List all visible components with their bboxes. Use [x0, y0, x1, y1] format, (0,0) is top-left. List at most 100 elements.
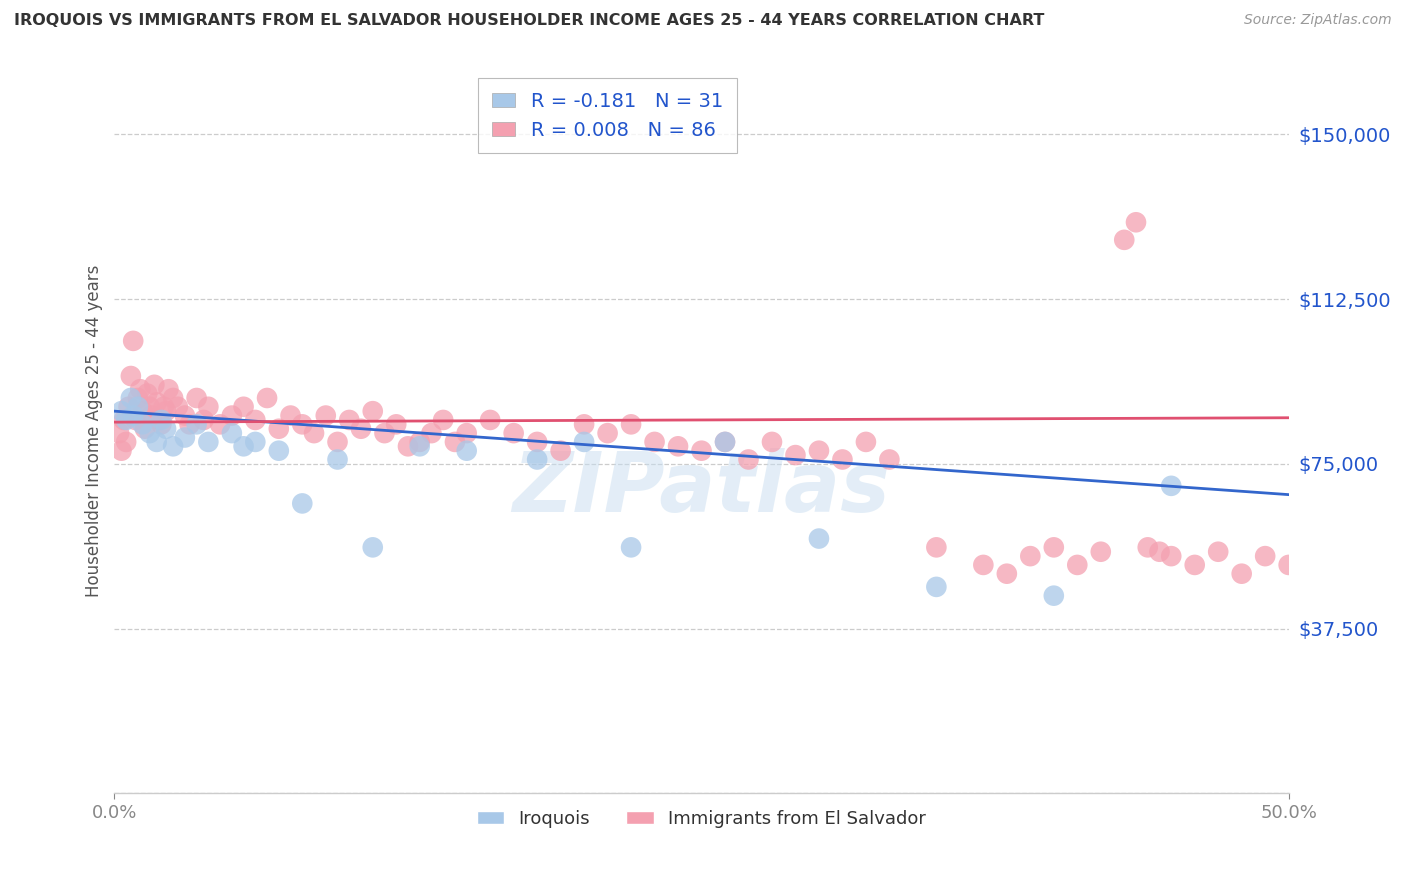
Point	[879, 452, 901, 467]
Point	[245, 413, 267, 427]
Point	[145, 434, 167, 449]
Point	[280, 409, 302, 423]
Point	[127, 400, 149, 414]
Point	[1230, 566, 1253, 581]
Point	[131, 404, 153, 418]
Point	[302, 426, 325, 441]
Point	[148, 413, 170, 427]
Point	[1184, 558, 1206, 572]
Point	[620, 541, 643, 555]
Point	[131, 417, 153, 432]
Point	[136, 386, 159, 401]
Point	[232, 400, 254, 414]
Point	[173, 409, 195, 423]
Point	[385, 417, 408, 432]
Point	[1019, 549, 1042, 563]
Point	[122, 409, 145, 423]
Point	[1278, 558, 1301, 572]
Point	[807, 443, 830, 458]
Point	[291, 417, 314, 432]
Point	[337, 413, 360, 427]
Point	[150, 413, 173, 427]
Point	[420, 426, 443, 441]
Point	[117, 400, 139, 414]
Point	[155, 422, 177, 436]
Point	[373, 426, 395, 441]
Point	[620, 417, 643, 432]
Point	[267, 443, 290, 458]
Point	[550, 443, 572, 458]
Point	[409, 439, 432, 453]
Point	[350, 422, 373, 436]
Point	[197, 434, 219, 449]
Point	[479, 413, 502, 427]
Point	[361, 541, 384, 555]
Point	[644, 434, 666, 449]
Point	[138, 400, 160, 414]
Point	[115, 434, 138, 449]
Point	[1254, 549, 1277, 563]
Point	[186, 417, 208, 432]
Point	[995, 566, 1018, 581]
Point	[138, 426, 160, 441]
Point	[666, 439, 689, 453]
Point	[409, 434, 432, 449]
Point	[502, 426, 524, 441]
Point	[209, 417, 232, 432]
Point	[197, 400, 219, 414]
Point	[456, 426, 478, 441]
Point	[173, 430, 195, 444]
Point	[526, 434, 548, 449]
Point	[690, 443, 713, 458]
Text: ZIPatlas: ZIPatlas	[513, 449, 890, 530]
Point	[1043, 541, 1066, 555]
Point	[166, 400, 188, 414]
Point	[291, 496, 314, 510]
Point	[110, 443, 132, 458]
Point	[714, 434, 737, 449]
Point	[120, 369, 142, 384]
Point	[444, 434, 467, 449]
Y-axis label: Householder Income Ages 25 - 44 years: Householder Income Ages 25 - 44 years	[86, 265, 103, 597]
Point	[1090, 545, 1112, 559]
Point	[925, 580, 948, 594]
Point	[456, 443, 478, 458]
Point	[127, 391, 149, 405]
Point	[526, 452, 548, 467]
Point	[267, 422, 290, 436]
Point	[1125, 215, 1147, 229]
Point	[155, 404, 177, 418]
Text: Source: ZipAtlas.com: Source: ZipAtlas.com	[1244, 13, 1392, 28]
Point	[232, 439, 254, 453]
Text: IROQUOIS VS IMMIGRANTS FROM EL SALVADOR HOUSEHOLDER INCOME AGES 25 - 44 YEARS CO: IROQUOIS VS IMMIGRANTS FROM EL SALVADOR …	[14, 13, 1045, 29]
Point	[1136, 541, 1159, 555]
Point	[256, 391, 278, 405]
Legend: Iroquois, Immigrants from El Salvador: Iroquois, Immigrants from El Salvador	[470, 803, 934, 835]
Point	[162, 391, 184, 405]
Point	[141, 409, 163, 423]
Point	[115, 413, 138, 427]
Point	[831, 452, 853, 467]
Point	[714, 434, 737, 449]
Point	[186, 391, 208, 405]
Point	[326, 434, 349, 449]
Point	[143, 377, 166, 392]
Point	[315, 409, 337, 423]
Point	[221, 409, 243, 423]
Point	[1043, 589, 1066, 603]
Point	[1160, 549, 1182, 563]
Point	[221, 426, 243, 441]
Point	[807, 532, 830, 546]
Point	[134, 422, 156, 436]
Point	[120, 391, 142, 405]
Point	[1114, 233, 1136, 247]
Point	[396, 439, 419, 453]
Point	[326, 452, 349, 467]
Point	[925, 541, 948, 555]
Point	[108, 426, 131, 441]
Point	[596, 426, 619, 441]
Point	[152, 400, 174, 414]
Point	[1149, 545, 1171, 559]
Point	[157, 382, 180, 396]
Point	[972, 558, 994, 572]
